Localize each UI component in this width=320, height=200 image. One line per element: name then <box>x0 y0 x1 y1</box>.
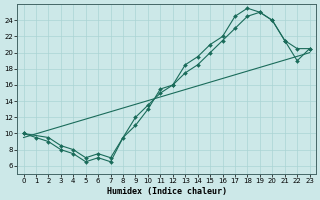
X-axis label: Humidex (Indice chaleur): Humidex (Indice chaleur) <box>107 187 227 196</box>
